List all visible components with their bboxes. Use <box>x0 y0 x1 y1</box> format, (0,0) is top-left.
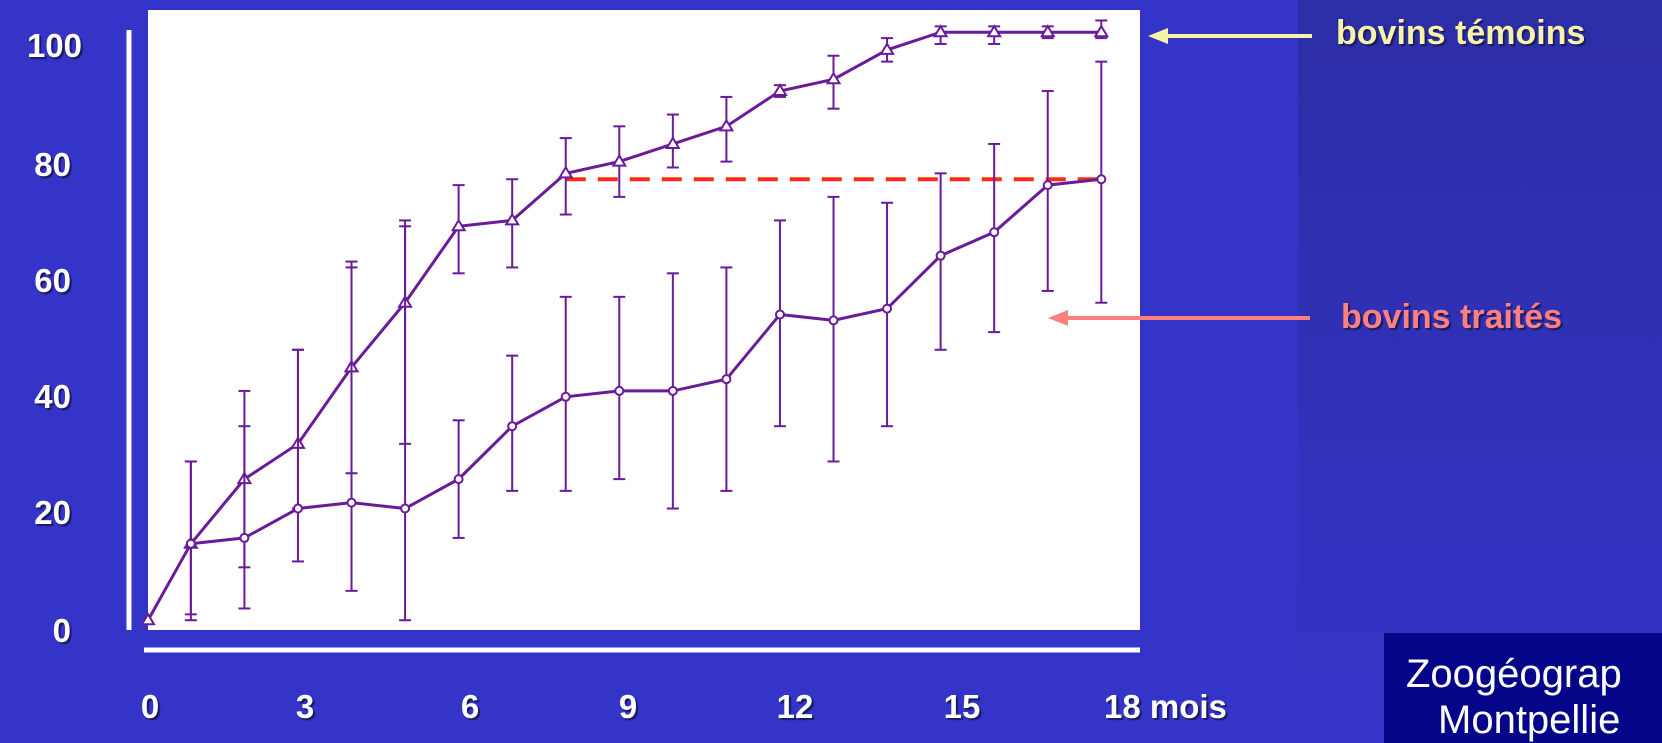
traites-arrowhead <box>1048 310 1068 326</box>
series-temoins <box>140 19 1110 626</box>
data-point <box>346 497 357 508</box>
data-point <box>239 532 250 543</box>
data-point <box>611 153 628 167</box>
footer-line-2: Montpellie <box>1438 698 1621 742</box>
x-tick-label: 15 <box>943 688 981 725</box>
footer-box: Zoogéograp Montpellie <box>1384 633 1662 743</box>
data-point <box>450 218 467 232</box>
data-point <box>140 612 156 626</box>
x-tick-label: 18 mois <box>1104 688 1227 725</box>
data-point <box>932 24 949 38</box>
data-point <box>1039 24 1056 38</box>
data-point <box>774 309 785 320</box>
arrow-layer <box>1048 28 1312 326</box>
data-point <box>667 385 678 396</box>
y-tick-label: 60 <box>34 262 71 299</box>
traites-label: bovins traités <box>1341 298 1563 336</box>
data-point <box>1093 24 1110 38</box>
x-tick-label: 9 <box>618 688 638 725</box>
data-point <box>772 83 788 97</box>
data-point <box>882 303 893 314</box>
x-tick-label: 0 <box>140 688 160 725</box>
series-line-temoins <box>146 30 1102 621</box>
series-layer <box>140 19 1110 626</box>
series-line-traites <box>190 177 1102 546</box>
data-point <box>935 250 946 261</box>
data-point <box>560 391 571 402</box>
footer-line-1: Zoogéograp <box>1406 652 1622 696</box>
data-point <box>504 212 520 226</box>
data-point <box>1096 174 1107 185</box>
data-point <box>292 503 303 514</box>
data-point <box>453 474 464 485</box>
series-traites <box>184 60 1108 622</box>
x-tick-label: 6 <box>460 688 480 725</box>
line-chart <box>126 19 1312 653</box>
data-point <box>1042 180 1053 191</box>
data-point <box>185 538 196 549</box>
data-point <box>400 503 411 514</box>
x-tick-label: 12 <box>776 688 814 725</box>
data-point <box>507 421 518 432</box>
data-point <box>986 24 1002 38</box>
data-point <box>828 315 839 326</box>
side-shade <box>1298 0 1662 728</box>
data-point <box>989 227 1000 238</box>
temoins-arrowhead <box>1148 28 1168 44</box>
y-tick-label: 100 <box>26 27 82 64</box>
x-tick-label: 3 <box>295 688 315 725</box>
plot-area <box>148 10 1140 630</box>
y-tick-label: 40 <box>34 378 71 415</box>
temoins-label: bovins témoins <box>1336 14 1586 52</box>
data-point <box>825 71 842 85</box>
data-point <box>557 165 574 179</box>
y-tick-label: 20 <box>34 494 71 531</box>
data-point <box>718 118 735 132</box>
data-point <box>721 374 732 385</box>
y-tick-label: 80 <box>34 146 71 183</box>
data-point <box>879 41 895 55</box>
y-tick-label: 0 <box>52 612 71 649</box>
data-point <box>614 385 625 396</box>
data-point <box>665 136 681 149</box>
